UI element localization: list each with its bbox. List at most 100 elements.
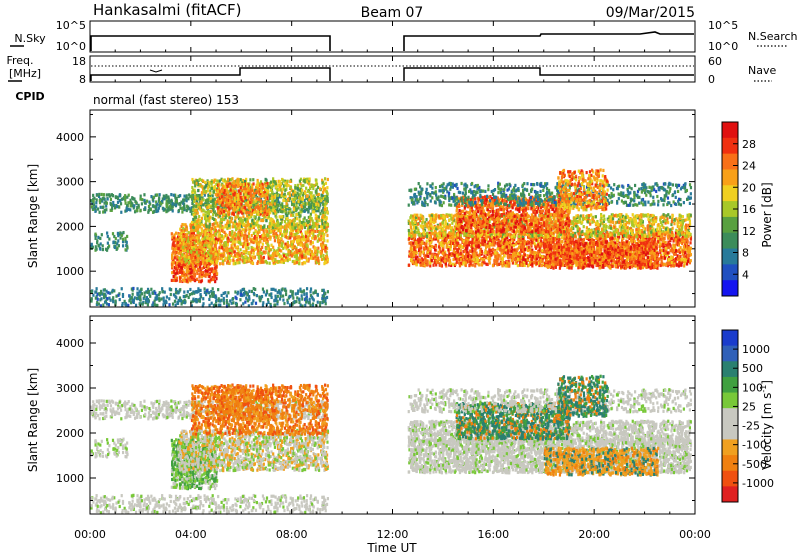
power-cell: [111, 207, 113, 210]
power-cell: [165, 196, 167, 199]
power-cell: [175, 291, 177, 294]
power-cell: [214, 280, 216, 283]
power-cell: [251, 290, 253, 293]
power-cell: [124, 248, 126, 251]
nsky-tick-top: 10^5: [56, 19, 86, 32]
power-cell: [102, 248, 104, 251]
power-cell: [100, 297, 102, 300]
power-cell: [197, 287, 199, 290]
power-cell: [174, 256, 176, 259]
power-cell: [172, 202, 174, 205]
power-cell: [204, 291, 206, 294]
power-cell: [102, 303, 104, 306]
power-cell: [97, 298, 99, 301]
power-cell: [120, 211, 122, 214]
power-cell: [317, 301, 319, 304]
power-cell: [140, 195, 142, 198]
power-cell: [142, 303, 144, 306]
power-cell: [199, 289, 201, 292]
power-cell: [274, 289, 276, 292]
power-cell: [306, 292, 308, 295]
power-cell: [124, 302, 126, 305]
power-cell: [305, 300, 307, 303]
power-cell: [292, 290, 294, 293]
power-cell: [166, 295, 168, 298]
power-cell: [262, 304, 264, 307]
power-cell: [184, 276, 186, 279]
power-cell: [150, 288, 152, 291]
power-cell: [316, 293, 318, 296]
power-cell: [168, 303, 170, 306]
power-cell: [184, 266, 186, 269]
power-cell: [117, 201, 119, 204]
power-cell: [165, 202, 167, 205]
power-cell: [208, 279, 210, 282]
power-cell: [217, 288, 219, 291]
nave-tick-bottom: 0: [708, 73, 715, 86]
power-cell: [277, 295, 279, 298]
power-cell: [240, 293, 242, 296]
power-cell: [109, 299, 111, 302]
power-cell: [102, 244, 104, 247]
power-cell: [95, 201, 97, 204]
nsky-panel: N.Sky 10^5 10^0 10^5 10^0 N.Search: [10, 19, 798, 53]
power-cell: [292, 296, 294, 299]
power-cell: [100, 206, 102, 209]
power-cell: [221, 294, 223, 297]
power-cell: [244, 301, 246, 304]
power-cell: [175, 197, 177, 200]
power-cell: [159, 193, 161, 196]
power-cell: [136, 209, 138, 212]
power-cell: [91, 247, 93, 250]
power-cell: [112, 289, 114, 292]
power-cell: [170, 293, 172, 296]
power-cell: [141, 202, 143, 205]
power-cell: [143, 193, 145, 196]
freq-trace-glitch: [150, 70, 162, 72]
power-cell: [109, 195, 111, 198]
power-cell: [156, 203, 158, 206]
power-cell: [265, 293, 267, 296]
power-cell: [192, 298, 194, 301]
power-cell: [237, 291, 239, 294]
power-cell: [270, 288, 272, 291]
power-cell: [122, 293, 124, 296]
power-cell: [93, 197, 95, 200]
power-cell: [319, 301, 321, 304]
power-cell: [106, 193, 108, 196]
power-cell: [126, 207, 128, 210]
power-cell: [307, 209, 309, 212]
power-cell: [102, 206, 104, 209]
power-cell: [323, 295, 325, 298]
power-cell: [182, 278, 184, 281]
power-cell: [171, 279, 173, 282]
power-cell: [106, 231, 108, 234]
power-cell: [128, 299, 130, 302]
power-cell: [223, 297, 225, 300]
power-cell: [126, 244, 128, 247]
power-cell: [99, 248, 101, 251]
station-title: Hankasalmi (fitACF): [93, 1, 241, 19]
nave-tick-top: 60: [708, 55, 722, 68]
power-cell: [174, 295, 176, 298]
power-cell: [309, 290, 311, 293]
power-cell: [94, 233, 96, 236]
power-cell: [156, 210, 158, 213]
power-cell: [126, 196, 128, 199]
power-cell: [149, 295, 151, 298]
power-cell: [189, 278, 191, 281]
power-cell: [124, 198, 126, 201]
cpid-value: normal (fast stereo) 153: [93, 93, 239, 107]
power-cell: [97, 207, 99, 210]
power-cell: [92, 200, 94, 203]
power-cell: [197, 268, 199, 271]
power-cell: [183, 207, 185, 210]
power-cell: [175, 288, 177, 291]
power-cell: [105, 208, 107, 211]
power-cell: [143, 295, 145, 298]
power-cell: [119, 194, 121, 197]
power-cell: [304, 210, 306, 213]
power-cell: [179, 276, 181, 279]
power-cell: [117, 239, 119, 242]
power-cell: [303, 293, 305, 296]
